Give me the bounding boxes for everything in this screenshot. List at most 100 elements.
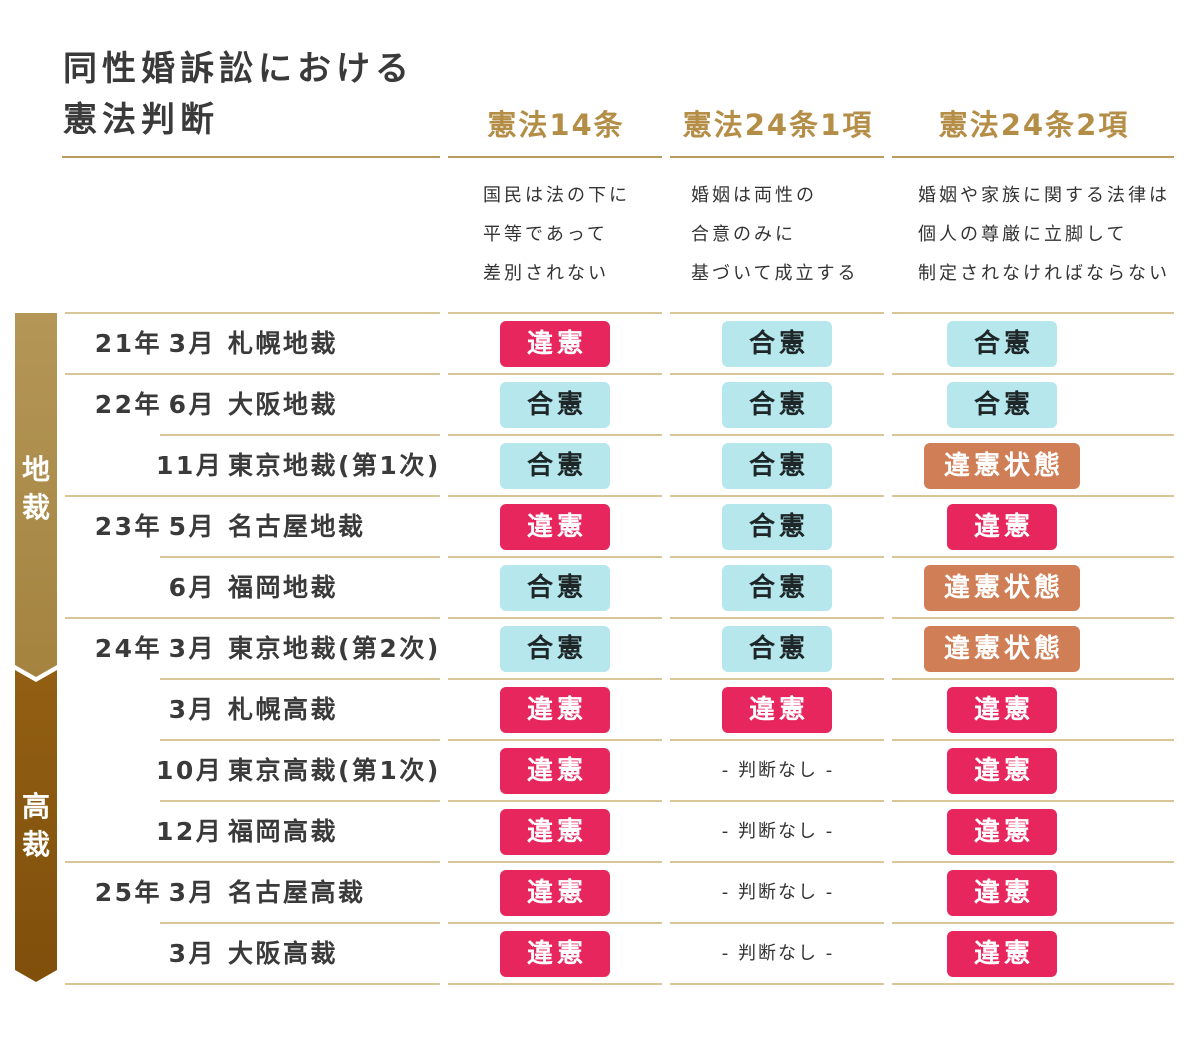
row-month: 12月 — [156, 817, 224, 846]
row-divider — [448, 617, 662, 619]
row-divider — [892, 495, 1174, 497]
row-divider — [892, 434, 1174, 436]
court-name: 大阪地裁 — [228, 390, 339, 419]
row-month: 3月 — [168, 329, 216, 358]
column-header: 憲法24条2項 — [938, 108, 1130, 142]
court-level-label: 高裁 — [21, 790, 50, 861]
verdict-badge: 違憲 — [500, 870, 610, 916]
title-divider — [62, 156, 440, 158]
row-divider — [670, 678, 884, 680]
verdict-badge: 違憲状態 — [924, 443, 1080, 489]
verdict-badge: 合憲 — [500, 626, 610, 672]
table-row: 22年 6月 大阪地裁 合憲 合憲 合憲 — [0, 374, 1200, 435]
court-name: 福岡高裁 — [228, 817, 339, 846]
row-month: 3月 — [168, 695, 216, 724]
row-divider — [448, 495, 662, 497]
verdict-badge: 合憲 — [500, 382, 610, 428]
row-divider — [670, 739, 884, 741]
verdict-badge: 合憲 — [722, 321, 832, 367]
row-divider — [670, 861, 884, 863]
table-bottom-rule — [892, 983, 1174, 985]
no-judgment-text: - 判断なし - — [721, 943, 835, 964]
row-divider — [892, 922, 1174, 924]
row-divider — [892, 312, 1174, 314]
row-divider — [670, 617, 884, 619]
row-divider — [670, 312, 884, 314]
row-divider — [892, 373, 1174, 375]
row-divider — [670, 434, 884, 436]
article-description: 婚姻や家族に関する法律は 個人の尊厳に立脚して 制定されなければならない — [918, 176, 1170, 293]
verdict-badge: 違憲 — [500, 748, 610, 794]
verdict-badge: 合憲 — [722, 504, 832, 550]
table-row: 24年 3月 東京地裁(第2次) 合憲 合憲 違憲状態 — [0, 618, 1200, 679]
row-divider — [65, 617, 440, 619]
article-description: 婚姻は両性の 合意のみに 基づいて成立する — [691, 176, 858, 293]
court-name: 札幌地裁 — [228, 329, 339, 358]
row-divider — [65, 312, 440, 314]
court-name: 名古屋高裁 — [228, 878, 366, 907]
verdict-badge: 違憲 — [947, 504, 1057, 550]
row-divider — [892, 800, 1174, 802]
column-header: 憲法14条 — [487, 108, 625, 142]
row-divider — [670, 495, 884, 497]
row-year: 25年 — [94, 878, 162, 907]
row-month: 11月 — [156, 451, 224, 480]
row-year: 21年 — [94, 329, 162, 358]
description-line: 基づいて成立する — [691, 263, 859, 284]
verdict-badge: 違憲 — [500, 687, 610, 733]
table-row: 23年 5月 名古屋地裁 違憲 合憲 違憲 — [0, 496, 1200, 557]
row-year: 22年 — [94, 390, 162, 419]
court-name: 東京地裁(第2次) — [228, 634, 441, 663]
court-name: 大阪高裁 — [228, 939, 339, 968]
verdict-badge: 違憲 — [947, 748, 1057, 794]
row-divider — [892, 739, 1174, 741]
row-divider — [670, 556, 884, 558]
table-bottom-rule — [670, 983, 884, 985]
verdict-badge: 違憲 — [500, 321, 610, 367]
verdict-badge: 違憲状態 — [924, 626, 1080, 672]
verdict-badge: 違憲状態 — [924, 565, 1080, 611]
verdict-badge: 合憲 — [947, 321, 1057, 367]
row-month: 5月 — [168, 512, 216, 541]
verdict-badge: 違憲 — [947, 809, 1057, 855]
page-title: 同性婚訴訟における 憲法判断 — [63, 44, 414, 146]
row-year: 24年 — [94, 634, 162, 663]
table-bottom-rule — [65, 983, 440, 985]
column-header-divider — [448, 156, 662, 158]
table-row: 6月 福岡地裁 合憲 合憲 違憲状態 — [0, 557, 1200, 618]
description-line: 差別されない — [483, 263, 609, 284]
row-divider — [892, 678, 1174, 680]
row-divider — [892, 617, 1174, 619]
title-line: 同性婚訴訟における — [63, 49, 414, 89]
verdict-badge: 違憲 — [500, 809, 610, 855]
court-name: 札幌高裁 — [228, 695, 339, 724]
description-line: 婚姻や家族に関する法律は — [918, 185, 1170, 206]
court-level-label: 地裁 — [21, 453, 50, 524]
verdict-badge: 合憲 — [722, 626, 832, 672]
column-header: 憲法24条1項 — [682, 108, 874, 142]
description-line: 国民は法の下に — [483, 185, 630, 206]
no-judgment-text: - 判断なし - — [721, 821, 835, 842]
verdict-badge: 合憲 — [947, 382, 1057, 428]
row-divider — [160, 800, 440, 802]
verdict-badge: 違憲 — [947, 687, 1057, 733]
row-divider — [65, 373, 440, 375]
row-divider — [892, 861, 1174, 863]
court-name: 福岡地裁 — [228, 573, 339, 602]
row-divider — [160, 434, 440, 436]
table-row: 3月 大阪高裁 違憲 - 判断なし - 違憲 — [0, 923, 1200, 984]
row-divider — [160, 678, 440, 680]
description-line: 制定されなければならない — [918, 263, 1170, 284]
table-row: 12月 福岡高裁 違憲 - 判断なし - 違憲 — [0, 801, 1200, 862]
table-row: 3月 札幌高裁 違憲 違憲 違憲 — [0, 679, 1200, 740]
row-divider — [448, 556, 662, 558]
row-month: 6月 — [168, 573, 216, 602]
column-header-divider — [670, 156, 884, 158]
verdict-badge: 違憲 — [500, 504, 610, 550]
row-divider — [448, 373, 662, 375]
verdict-badge: 違憲 — [947, 931, 1057, 977]
description-line: 合意のみに — [691, 224, 796, 245]
table-row: 21年 3月 札幌地裁 違憲 合憲 合憲 — [0, 313, 1200, 374]
verdict-badge: 合憲 — [500, 443, 610, 489]
description-line: 平等であって — [483, 224, 608, 245]
